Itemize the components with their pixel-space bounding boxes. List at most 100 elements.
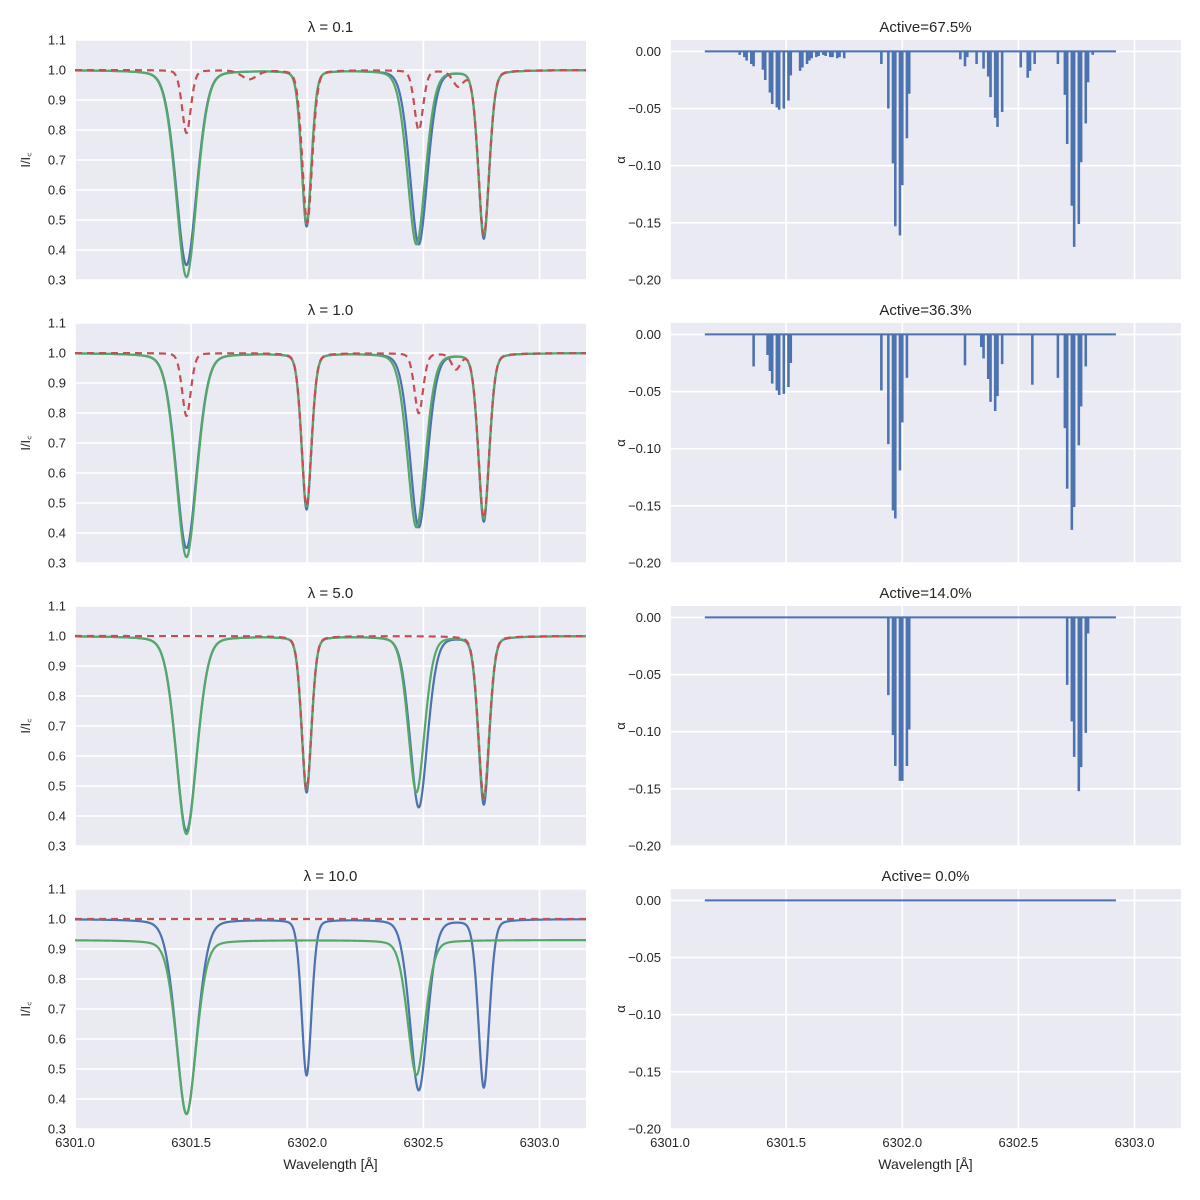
panel-title: λ = 1.0 — [308, 302, 353, 319]
bar — [1077, 617, 1081, 792]
y-tick-label: −0.20 — [628, 839, 661, 854]
bar — [982, 51, 985, 69]
panel-title: λ = 10.0 — [304, 868, 358, 885]
y-tick-label: 0.7 — [48, 1002, 66, 1017]
bar — [770, 51, 774, 104]
bar — [1072, 51, 1076, 247]
bar — [905, 51, 909, 139]
x-tick-label: 6301.5 — [171, 1135, 211, 1150]
y-axis-label: I/I꜀ — [18, 718, 33, 733]
y-tick-label: 0.00 — [636, 893, 661, 908]
bar — [743, 51, 746, 58]
y-tick-label: 0.8 — [48, 972, 66, 987]
series-line-fit — [75, 635, 586, 836]
bar — [989, 51, 992, 98]
y-tick-label: 0.8 — [48, 123, 66, 138]
bar — [989, 334, 992, 402]
bar — [815, 51, 818, 58]
y-tick-label: −0.15 — [628, 1064, 661, 1079]
y-tick-label: 0.6 — [48, 749, 66, 764]
bar — [808, 51, 811, 61]
x-tick-label: 6303.0 — [520, 1135, 560, 1150]
series-line-fit — [75, 939, 586, 1116]
y-tick-label: 0.9 — [48, 93, 66, 108]
y-tick-label: 0.8 — [48, 689, 66, 704]
x-tick-label: 6301.5 — [766, 1135, 806, 1150]
y-tick-label: 0.6 — [48, 466, 66, 481]
bar — [1031, 334, 1034, 385]
y-axis-label: α — [613, 156, 628, 164]
y-axis-label: I/I꜀ — [18, 435, 33, 450]
bar — [907, 617, 911, 730]
bar — [986, 334, 990, 379]
series-line-active-component — [75, 634, 586, 800]
bar — [901, 334, 904, 423]
y-tick-label: 1.1 — [48, 599, 66, 614]
bar — [750, 51, 753, 64]
x-tick-label: 6302.5 — [999, 1135, 1039, 1150]
panel-left-1: 0.3 0.4 0.5 0.6 0.7 0.8 0.9 1.0 1.1 λ = 0.1 I/I꜀ — [18, 19, 586, 288]
bar — [1084, 617, 1088, 733]
y-tick-label: −0.10 — [628, 724, 661, 739]
panel-left-4: 6301.0 6301.5 6302.0 6302.5 6303.0 0.3 0.4 0.5 0… — [18, 868, 586, 1172]
bar — [1063, 51, 1067, 95]
bar — [1056, 51, 1060, 64]
y-tick-label: 0.3 — [48, 556, 66, 571]
y-tick-label: −0.05 — [628, 950, 661, 965]
bar — [768, 51, 772, 93]
bar — [1070, 334, 1074, 530]
bar — [966, 51, 969, 58]
y-tick-label: −0.05 — [628, 101, 661, 116]
bar — [1079, 51, 1083, 163]
bar — [1065, 334, 1069, 489]
panel-title: λ = 5.0 — [308, 585, 353, 602]
bar — [824, 51, 827, 56]
bar — [1028, 51, 1032, 71]
x-tick-label: 6302.0 — [882, 1135, 922, 1150]
bar — [782, 51, 786, 109]
bar — [752, 334, 755, 367]
y-tick-label: 0.5 — [48, 1062, 66, 1077]
bar — [898, 51, 902, 236]
bar — [770, 334, 774, 384]
bar — [891, 617, 895, 736]
bar — [905, 617, 909, 766]
y-tick-label: 0.9 — [48, 942, 66, 957]
y-tick-label: −0.10 — [628, 441, 661, 456]
bar — [1026, 51, 1029, 78]
bar — [894, 334, 897, 519]
bar — [907, 51, 911, 94]
y-tick-label: 0.6 — [48, 1032, 66, 1047]
bar — [880, 334, 883, 391]
bar — [775, 334, 779, 391]
y-tick-label: −0.10 — [628, 158, 661, 173]
y-tick-label: −0.15 — [628, 781, 661, 796]
bar — [887, 617, 890, 696]
y-tick-label: 1.1 — [48, 882, 66, 897]
bar — [905, 334, 909, 378]
bar — [1000, 334, 1004, 365]
y-tick-label: 1.1 — [48, 316, 66, 331]
bar — [777, 51, 781, 110]
bar — [798, 51, 802, 71]
bar — [898, 334, 902, 471]
plot-marks — [75, 68, 586, 279]
bar — [901, 51, 904, 186]
bar — [1072, 334, 1076, 507]
y-tick-label: 0.7 — [48, 153, 66, 168]
bar — [1070, 617, 1074, 722]
panel-title: Active=14.0% — [879, 585, 971, 602]
panel-left-3: 0.3 0.4 0.5 0.6 0.7 0.8 0.9 1.0 1.1 λ = 5.0 I/I꜀ — [18, 585, 586, 854]
bar — [986, 51, 990, 77]
y-tick-label: 1.0 — [48, 912, 66, 927]
bar — [880, 51, 883, 64]
bar — [831, 51, 834, 58]
plot-marks — [75, 351, 586, 559]
y-tick-label: 0.3 — [48, 273, 66, 288]
bar — [752, 51, 755, 67]
bar — [996, 334, 999, 397]
bar — [1079, 334, 1083, 407]
y-tick-label: 0.5 — [48, 779, 66, 794]
y-tick-label: −0.20 — [628, 1122, 661, 1137]
bar — [993, 334, 997, 411]
